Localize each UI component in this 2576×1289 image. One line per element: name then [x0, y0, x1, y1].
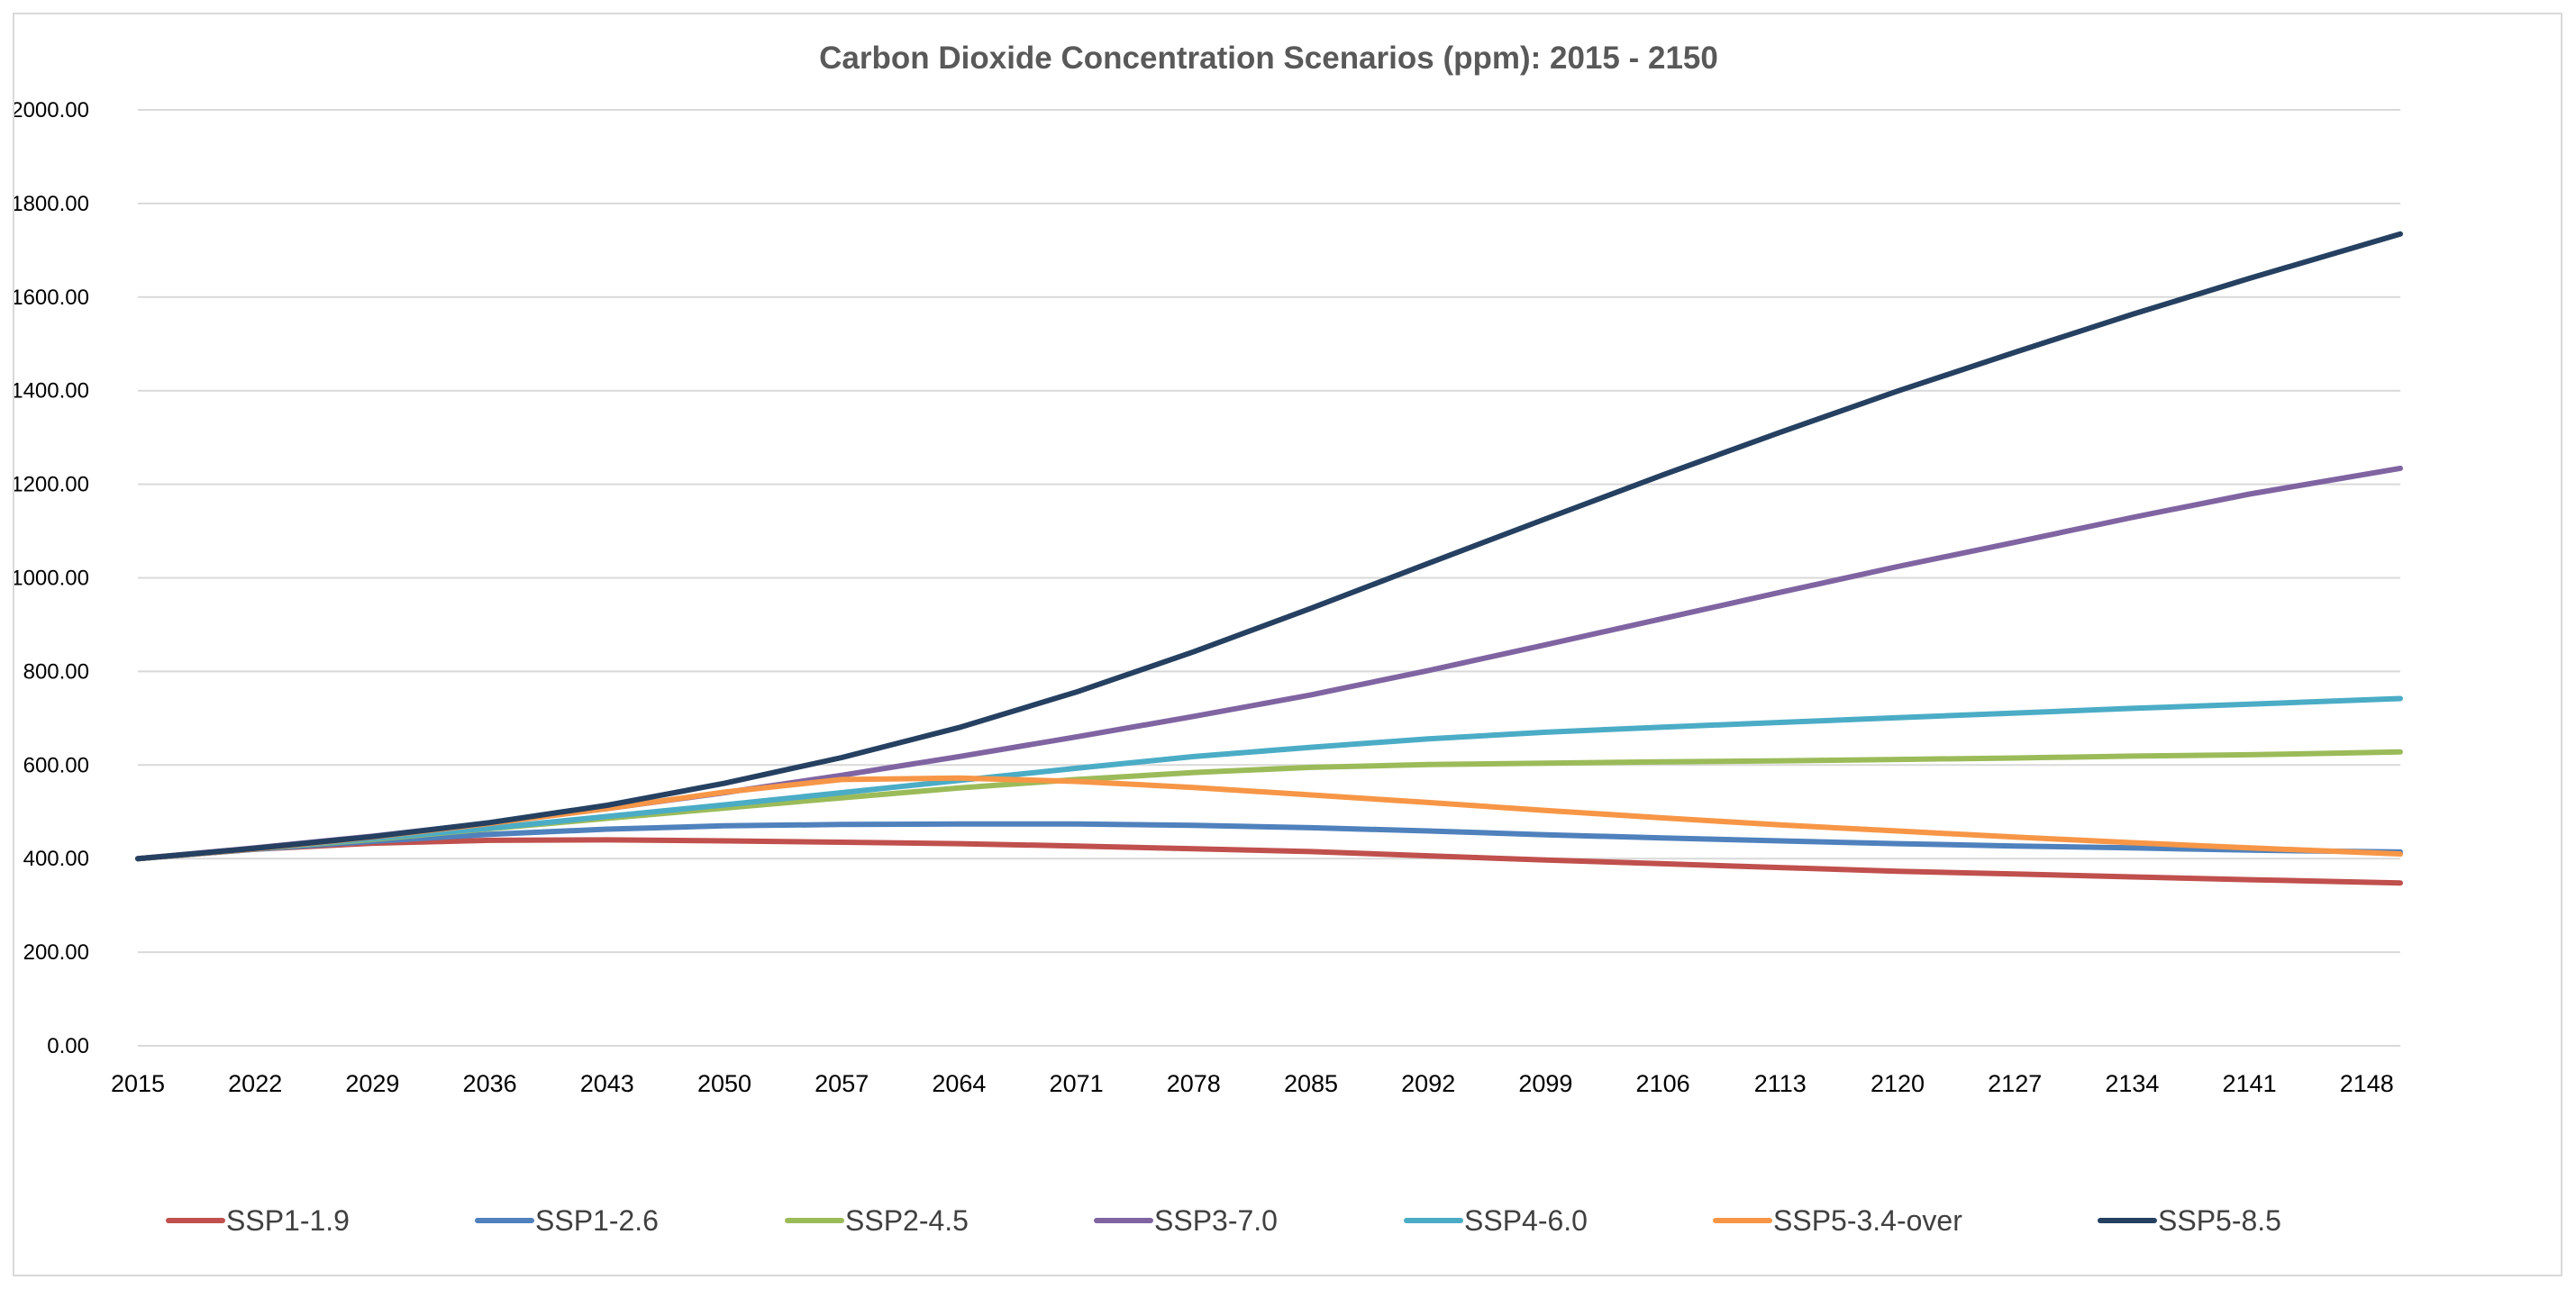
x-tick-label: 2036	[463, 1070, 517, 1097]
x-tick-label: 2134	[2105, 1070, 2159, 1097]
x-tick-label: 2029	[345, 1070, 399, 1097]
series-line-ssp5-8-5	[135, 231, 2403, 862]
y-axis-ticks: 0.00 200.00 400.00 600.00 800.00 1000.00 1200.…	[14, 98, 89, 1058]
x-tick-label: 2148	[2340, 1070, 2394, 1097]
legend-label: SSP5-3.4-over	[1773, 1204, 1962, 1237]
legend-label: SSP3-7.0	[1154, 1204, 1278, 1237]
x-tick-label: 2141	[2223, 1070, 2277, 1097]
x-tick-label: 2043	[580, 1070, 634, 1097]
y-tick-label: 400.00	[23, 847, 89, 871]
x-tick-label: 2050	[697, 1070, 751, 1097]
series-line-ssp3-7-0	[135, 465, 2403, 862]
legend-label: SSP5-8.5	[2158, 1204, 2281, 1237]
legend-label: SSP4-6.0	[1464, 1204, 1588, 1237]
gridlines	[138, 109, 2400, 1047]
x-tick-label: 2106	[1636, 1070, 1690, 1097]
y-tick-label: 1600.00	[14, 286, 89, 310]
y-tick-label: 800.00	[23, 659, 89, 684]
legend-label: SSP1-1.9	[226, 1204, 350, 1237]
x-tick-label: 2064	[932, 1070, 986, 1097]
y-tick-label: 200.00	[23, 940, 89, 965]
legend-item: SSP1-2.6	[475, 1204, 659, 1237]
series-line-ssp1-1-9	[135, 837, 2403, 886]
legend-label: SSP2-4.5	[845, 1204, 969, 1237]
chart-frame: Carbon Dioxide Concentration Scenarios (…	[13, 13, 2562, 1276]
x-tick-label: 2022	[228, 1070, 282, 1097]
series-line-ssp4-6-0	[135, 695, 2403, 862]
chart-title: Carbon Dioxide Concentration Scenarios (…	[819, 41, 1718, 76]
y-tick-label: 1400.00	[14, 379, 89, 404]
x-tick-label: 2078	[1167, 1070, 1221, 1097]
x-tick-label: 2120	[1871, 1070, 1925, 1097]
legend-item: SSP5-3.4-over	[1713, 1204, 1962, 1237]
legend-item: SSP3-7.0	[1094, 1204, 1278, 1237]
x-axis-ticks: 2015 2022 2029 2036 2043 2050 2057 2064 2071 2078…	[111, 1070, 2394, 1097]
x-tick-label: 2085	[1284, 1070, 1338, 1097]
series-lines	[135, 231, 2403, 886]
x-tick-label: 2113	[1754, 1070, 1807, 1097]
x-tick-label: 2127	[1988, 1070, 2042, 1097]
y-tick-label: 1000.00	[14, 567, 89, 591]
legend-item: SSP5-8.5	[2098, 1204, 2281, 1237]
legend-item: SSP4-6.0	[1404, 1204, 1588, 1237]
x-tick-label: 2015	[111, 1070, 165, 1097]
x-tick-label: 2057	[815, 1070, 869, 1097]
legend-item: SSP1-1.9	[166, 1204, 350, 1237]
y-tick-label: 0.00	[47, 1034, 89, 1058]
legend: SSP1-1.9 SSP1-2.6 SSP2-4.5 SSP3-7.0 SSP4-6.0…	[166, 1204, 2281, 1237]
legend-label: SSP1-2.6	[535, 1204, 659, 1237]
series-line-ssp1-2-6	[135, 821, 2403, 862]
line-chart: Carbon Dioxide Concentration Scenarios (…	[14, 41, 2403, 1237]
y-tick-label: 1800.00	[14, 192, 89, 216]
x-tick-label: 2071	[1050, 1070, 1104, 1097]
y-tick-label: 1200.00	[14, 473, 89, 497]
y-tick-label: 2000.00	[14, 98, 89, 123]
legend-item: SSP2-4.5	[785, 1204, 969, 1237]
x-tick-label: 2092	[1401, 1070, 1455, 1097]
x-tick-label: 2099	[1518, 1070, 1572, 1097]
y-tick-label: 600.00	[23, 753, 89, 777]
